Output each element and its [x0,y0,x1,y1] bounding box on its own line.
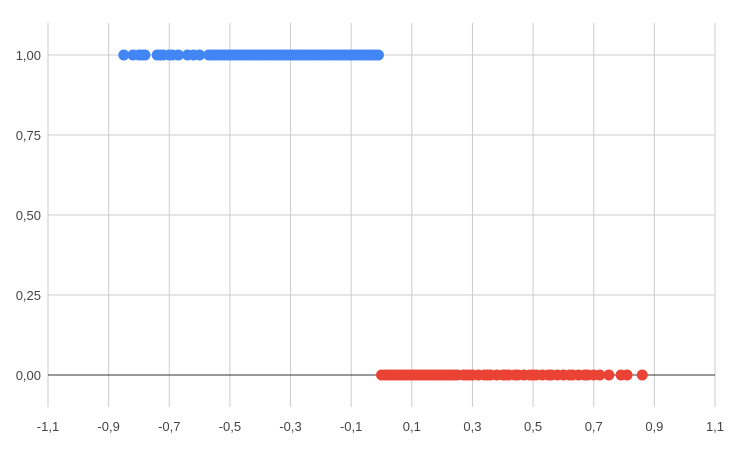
x-tick-label: 0,5 [524,419,542,434]
x-tick-label: -0,7 [158,419,180,434]
data-point [594,369,606,381]
x-tick-label: 0,3 [463,419,481,434]
data-point [372,49,384,61]
x-tick-label: -0,3 [279,419,301,434]
grid [47,23,716,407]
data-point [603,369,615,381]
x-tick-label: 0,7 [585,419,603,434]
x-tick-label: -0,1 [340,419,362,434]
y-tick-label: 1,00 [16,48,41,63]
data-point [118,49,130,61]
data-point [172,49,184,61]
x-tick-label: -1,1 [37,419,59,434]
x-tick-label: -0,5 [219,419,241,434]
data-points [118,49,648,381]
data-point [139,49,151,61]
data-point [194,49,206,61]
x-tick-label: -0,9 [97,419,119,434]
data-point [636,369,648,381]
data-point [621,369,633,381]
x-tick-label: 0,1 [403,419,421,434]
x-tick-label: 1,1 [706,419,724,434]
y-tick-label: 0,50 [16,208,41,223]
y-tick-label: 0,25 [16,288,41,303]
y-tick-label: 0,00 [16,368,41,383]
series-1 [376,369,648,381]
y-tick-label: 0,75 [16,128,41,143]
x-tick-label: 0,9 [645,419,663,434]
series-0 [118,49,384,61]
tick-labels: -1,1 -0,9 -0,7 -0,5 -0,3 -0,1 0,1 0,3 0,5 0,7 0,9 1… [16,48,724,434]
